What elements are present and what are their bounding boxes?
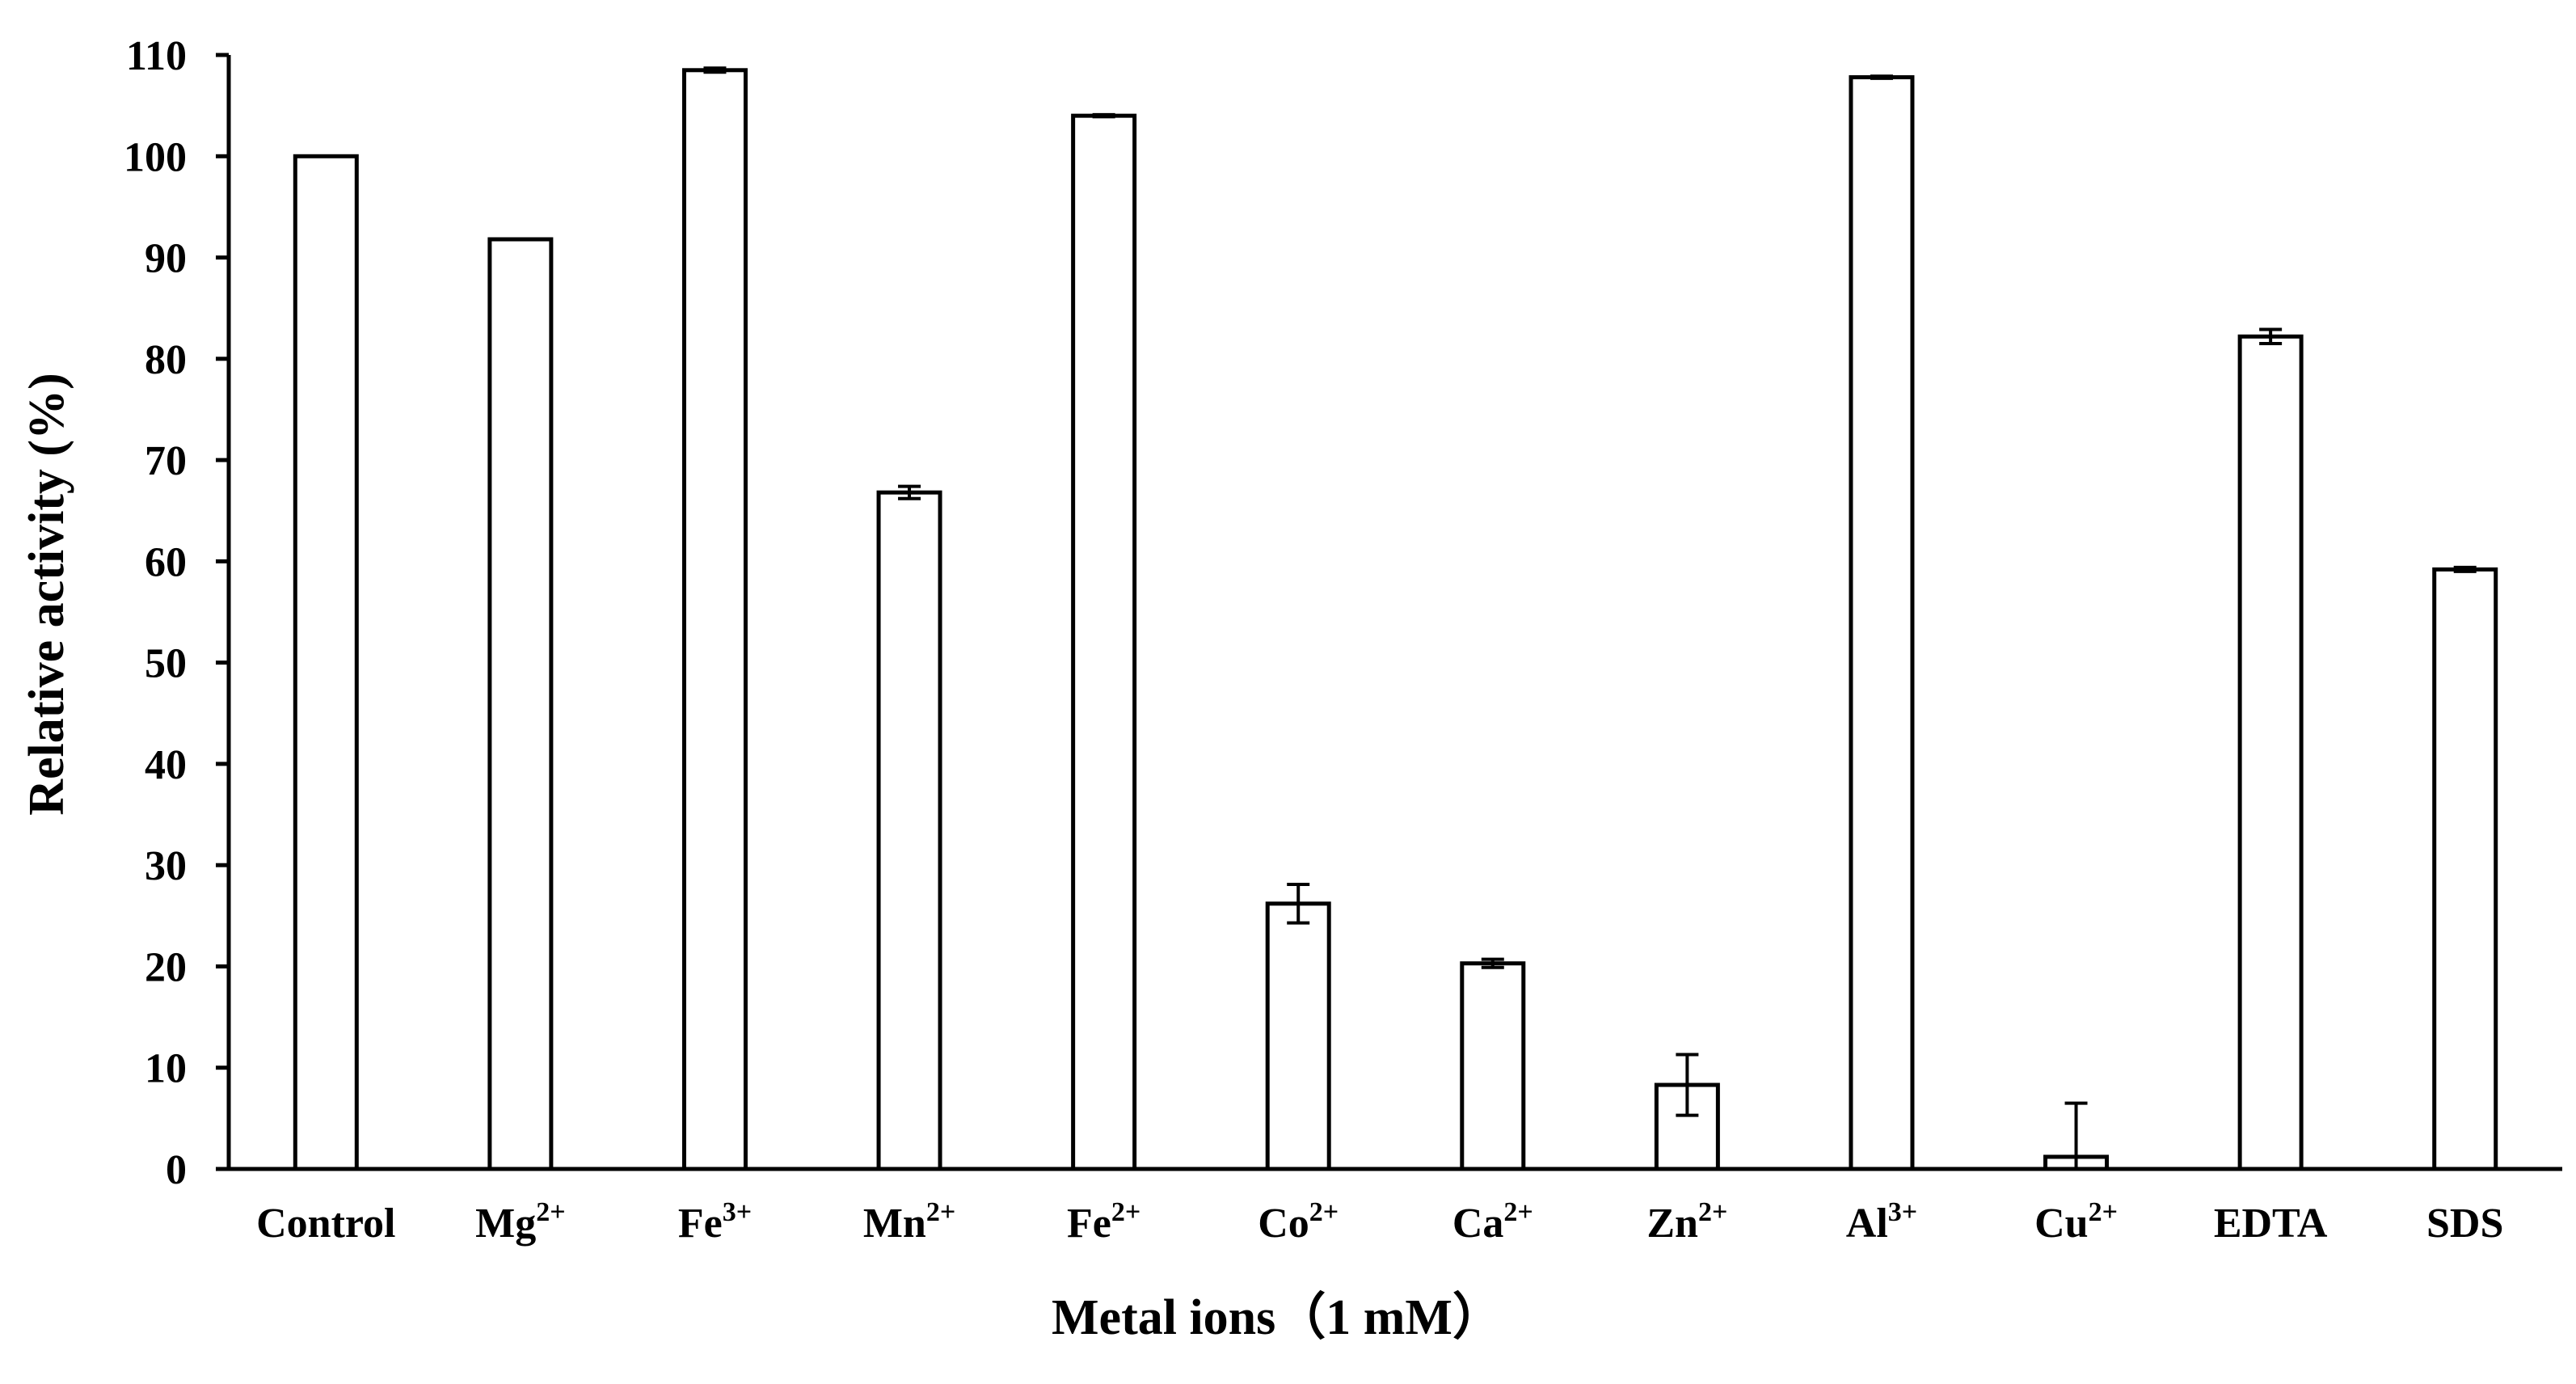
x-tick-label-superscript: 2+ [1503,1197,1533,1227]
error-bar [1287,882,1310,925]
x-tick-label: Fe3+ [678,1197,752,1247]
x-tick-label-superscript: 2+ [926,1197,955,1227]
y-axis-title: Relative activity (%) [19,373,74,815]
x-tick-label-superscript: 3+ [723,1197,752,1227]
x-tick-label: Ca2+ [1452,1197,1533,1247]
x-tick-label-base: Fe [678,1200,723,1247]
x-tick-label-superscript: 2+ [1111,1197,1140,1227]
error-bar [2453,565,2477,573]
bar-mn-2plus [876,490,942,1171]
x-tick-label-base: Mg [475,1200,536,1247]
bar-sds [2432,567,2498,1171]
x-axis-title: Metal ions（1 mM） [1052,1289,1503,1345]
y-tick-label: 50 [145,641,187,687]
error-bar [703,66,727,74]
x-tick-label-base: EDTA [2214,1200,2328,1247]
x-tick-label-superscript: 3+ [1888,1197,1917,1227]
error-bar [1870,74,1893,80]
y-tick-label: 70 [145,438,187,484]
error-bar [1676,1053,1699,1117]
y-tick-label: 10 [145,1046,187,1092]
x-tick-labels: Control Mg2+ Fe3+ Mn2+ Fe2+ Co2+ Ca2+ Zn2+ Al3+ C… [256,1197,2503,1247]
bar-fe-2plus [1071,113,1137,1171]
y-tick-label: 0 [166,1147,187,1193]
bar-co-2plus [1265,901,1331,1171]
x-tick-label-base: Co [1258,1200,1309,1247]
x-tick-label-base: Zn [1646,1200,1698,1247]
x-tick-label-base: Cu [2034,1200,2088,1247]
x-tick-label: SDS [2426,1200,2503,1247]
x-tick-label-superscript: 2+ [1309,1197,1339,1227]
x-tick-label-superscript: 2+ [536,1197,565,1227]
x-tick-label: EDTA [2214,1200,2328,1247]
x-tick-label-base: SDS [2426,1200,2503,1247]
bar-mg-2plus [487,237,554,1171]
error-bar [1092,112,1115,119]
y-tick-label: 90 [145,236,187,282]
error-bar [2259,327,2283,346]
x-tick-label: Mn2+ [863,1197,955,1247]
error-bars [703,66,2477,1171]
x-tick-label-base: Mn [863,1200,926,1247]
x-tick-label: Zn2+ [1646,1197,1727,1247]
y-tick-label: 100 [124,134,187,180]
x-tick-label: Mg2+ [475,1197,565,1247]
x-tick-label-base: Fe [1067,1200,1111,1247]
error-bar [1481,957,1504,969]
bar-al-3plus [1849,75,1915,1171]
x-tick-label: Co2+ [1258,1197,1339,1247]
y-tick-label: 30 [145,843,187,889]
y-tick-label: 110 [126,33,187,79]
y-tick-label: 40 [145,742,187,788]
x-tick-label-base: Al [1846,1200,1888,1247]
y-axis-ticks: 0 10 20 30 40 50 60 70 80 90 100 110 [124,33,229,1193]
y-tick-label: 80 [145,337,187,383]
x-tick-label-superscript: 2+ [1698,1197,1727,1227]
x-tick-label: Cu2+ [2034,1197,2118,1247]
bar-edta [2237,334,2304,1171]
error-bar [898,484,921,500]
bars [293,68,2498,1171]
x-tick-label: Control [256,1200,395,1247]
x-tick-label: Al3+ [1846,1197,1917,1247]
y-tick-label: 60 [145,539,187,585]
bar-fe-3plus [681,68,748,1171]
bar-ca-2plus [1460,961,1526,1171]
x-tick-label: Fe2+ [1067,1197,1140,1247]
x-tick-label-base: Ca [1452,1200,1504,1247]
y-tick-label: 20 [145,944,187,990]
x-tick-label-superscript: 2+ [2089,1197,2118,1227]
bar-control [293,154,359,1171]
x-tick-label-base: Control [256,1200,395,1247]
